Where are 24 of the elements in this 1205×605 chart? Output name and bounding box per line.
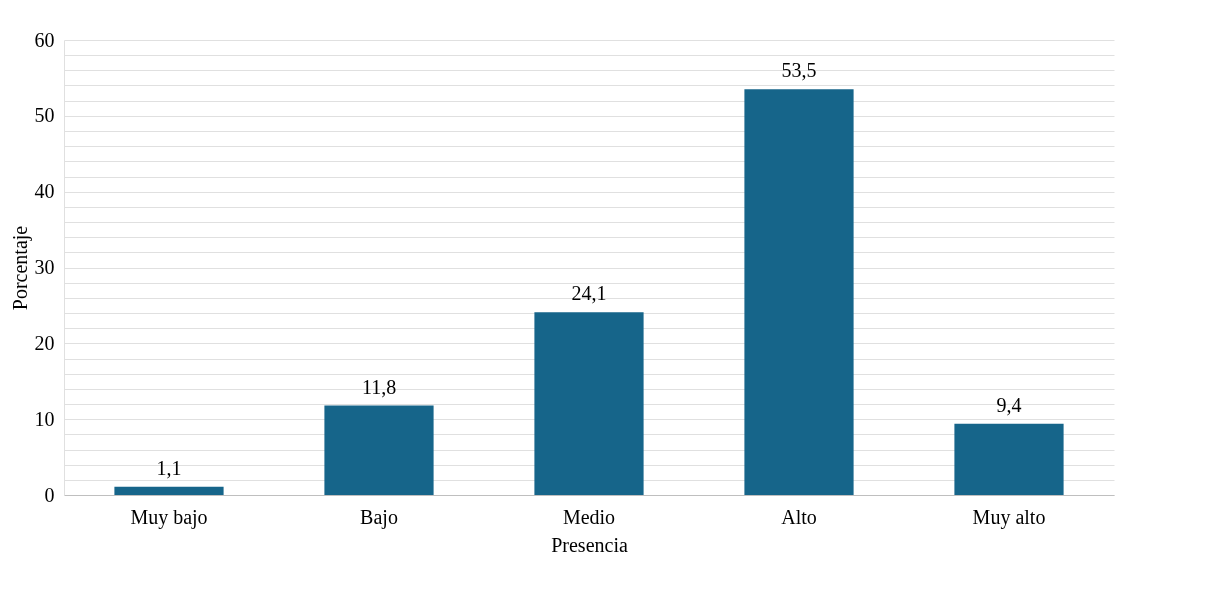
bar bbox=[744, 89, 854, 495]
data-label: 1,1 bbox=[156, 456, 182, 479]
x-tick-label: Alto bbox=[781, 505, 817, 528]
y-tick-label: 40 bbox=[34, 180, 55, 203]
bar bbox=[324, 405, 434, 495]
y-tick-label: 50 bbox=[34, 104, 55, 127]
data-label: 11,8 bbox=[361, 375, 397, 398]
x-axis-title: Presencia bbox=[551, 533, 628, 556]
bar bbox=[114, 486, 224, 495]
x-tick-label: Muy alto bbox=[972, 505, 1046, 529]
x-tick-label: Bajo bbox=[360, 505, 398, 529]
bar bbox=[954, 423, 1064, 495]
data-label: 24,1 bbox=[571, 282, 607, 305]
y-tick-label: 30 bbox=[34, 256, 55, 278]
y-tick-label: 20 bbox=[34, 331, 55, 354]
x-tick-label: Muy bajo bbox=[130, 505, 208, 529]
y-tick-label: 10 bbox=[34, 407, 55, 430]
y-tick-label: 0 bbox=[44, 483, 55, 506]
x-tick-label: Medio bbox=[562, 505, 616, 528]
bar bbox=[534, 312, 644, 495]
data-label: 53,5 bbox=[781, 59, 817, 82]
data-label: 9,4 bbox=[996, 393, 1022, 416]
y-axis-title: Porcentaje bbox=[8, 225, 32, 311]
y-tick-label: 60 bbox=[34, 28, 55, 51]
